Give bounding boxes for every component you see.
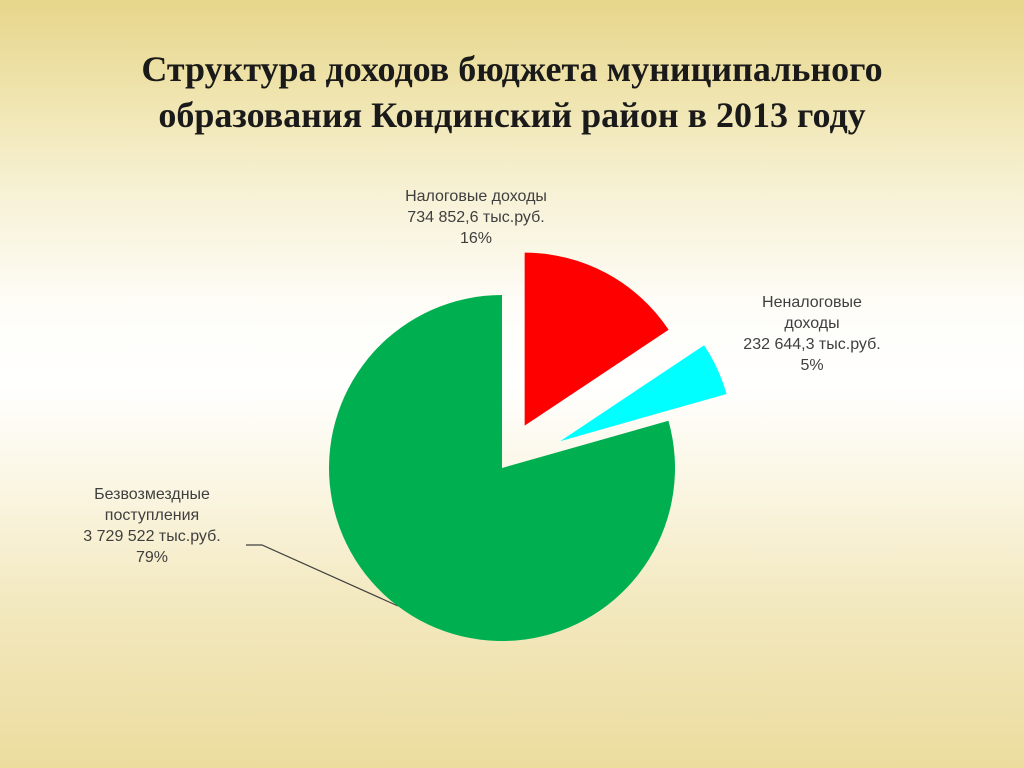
slice-label-non-tax-revenue: Неналоговые доходы 232 644,3 тыс.руб. 5%	[712, 292, 912, 376]
slice-label-percent: 16%	[459, 230, 493, 247]
slice-label-name-line-1: Налоговые доходы	[405, 188, 547, 205]
slice-label-value: 232 644,3 тыс.руб.	[743, 336, 881, 353]
slice-label-percent: 79%	[135, 549, 169, 566]
slide-title-line-2: образования Кондинский район в 2013 году	[158, 95, 866, 135]
pie-slice-non-tax-revenue	[560, 345, 727, 442]
slice-label-value: 734 852,6 тыс.руб.	[407, 209, 545, 226]
slide-title-line-1: Структура доходов бюджета муниципального	[141, 49, 883, 89]
pie-slice-gratuitous-receipts	[328, 295, 675, 641]
pie-slice-tax-revenue	[524, 252, 669, 426]
slice-label-name-line-1: Неналоговые	[762, 294, 862, 311]
slice-label-value: 3 729 522 тыс.руб.	[83, 528, 221, 545]
slice-label-name-line-2: поступления	[104, 507, 200, 524]
slide-title: Структура доходов бюджета муниципального…	[0, 46, 1024, 138]
slice-label-percent: 5%	[800, 357, 824, 374]
slice-label-tax-revenue: Налоговые доходы 734 852,6 тыс.руб. 16%	[376, 186, 576, 249]
slice-label-name-line-2: доходы	[784, 315, 840, 332]
leader-line	[246, 544, 399, 607]
slice-label-name-line-1: Безвозмездные	[94, 486, 210, 503]
slice-label-gratuitous-receipts: Безвозмездные поступления 3 729 522 тыс.…	[52, 484, 252, 568]
